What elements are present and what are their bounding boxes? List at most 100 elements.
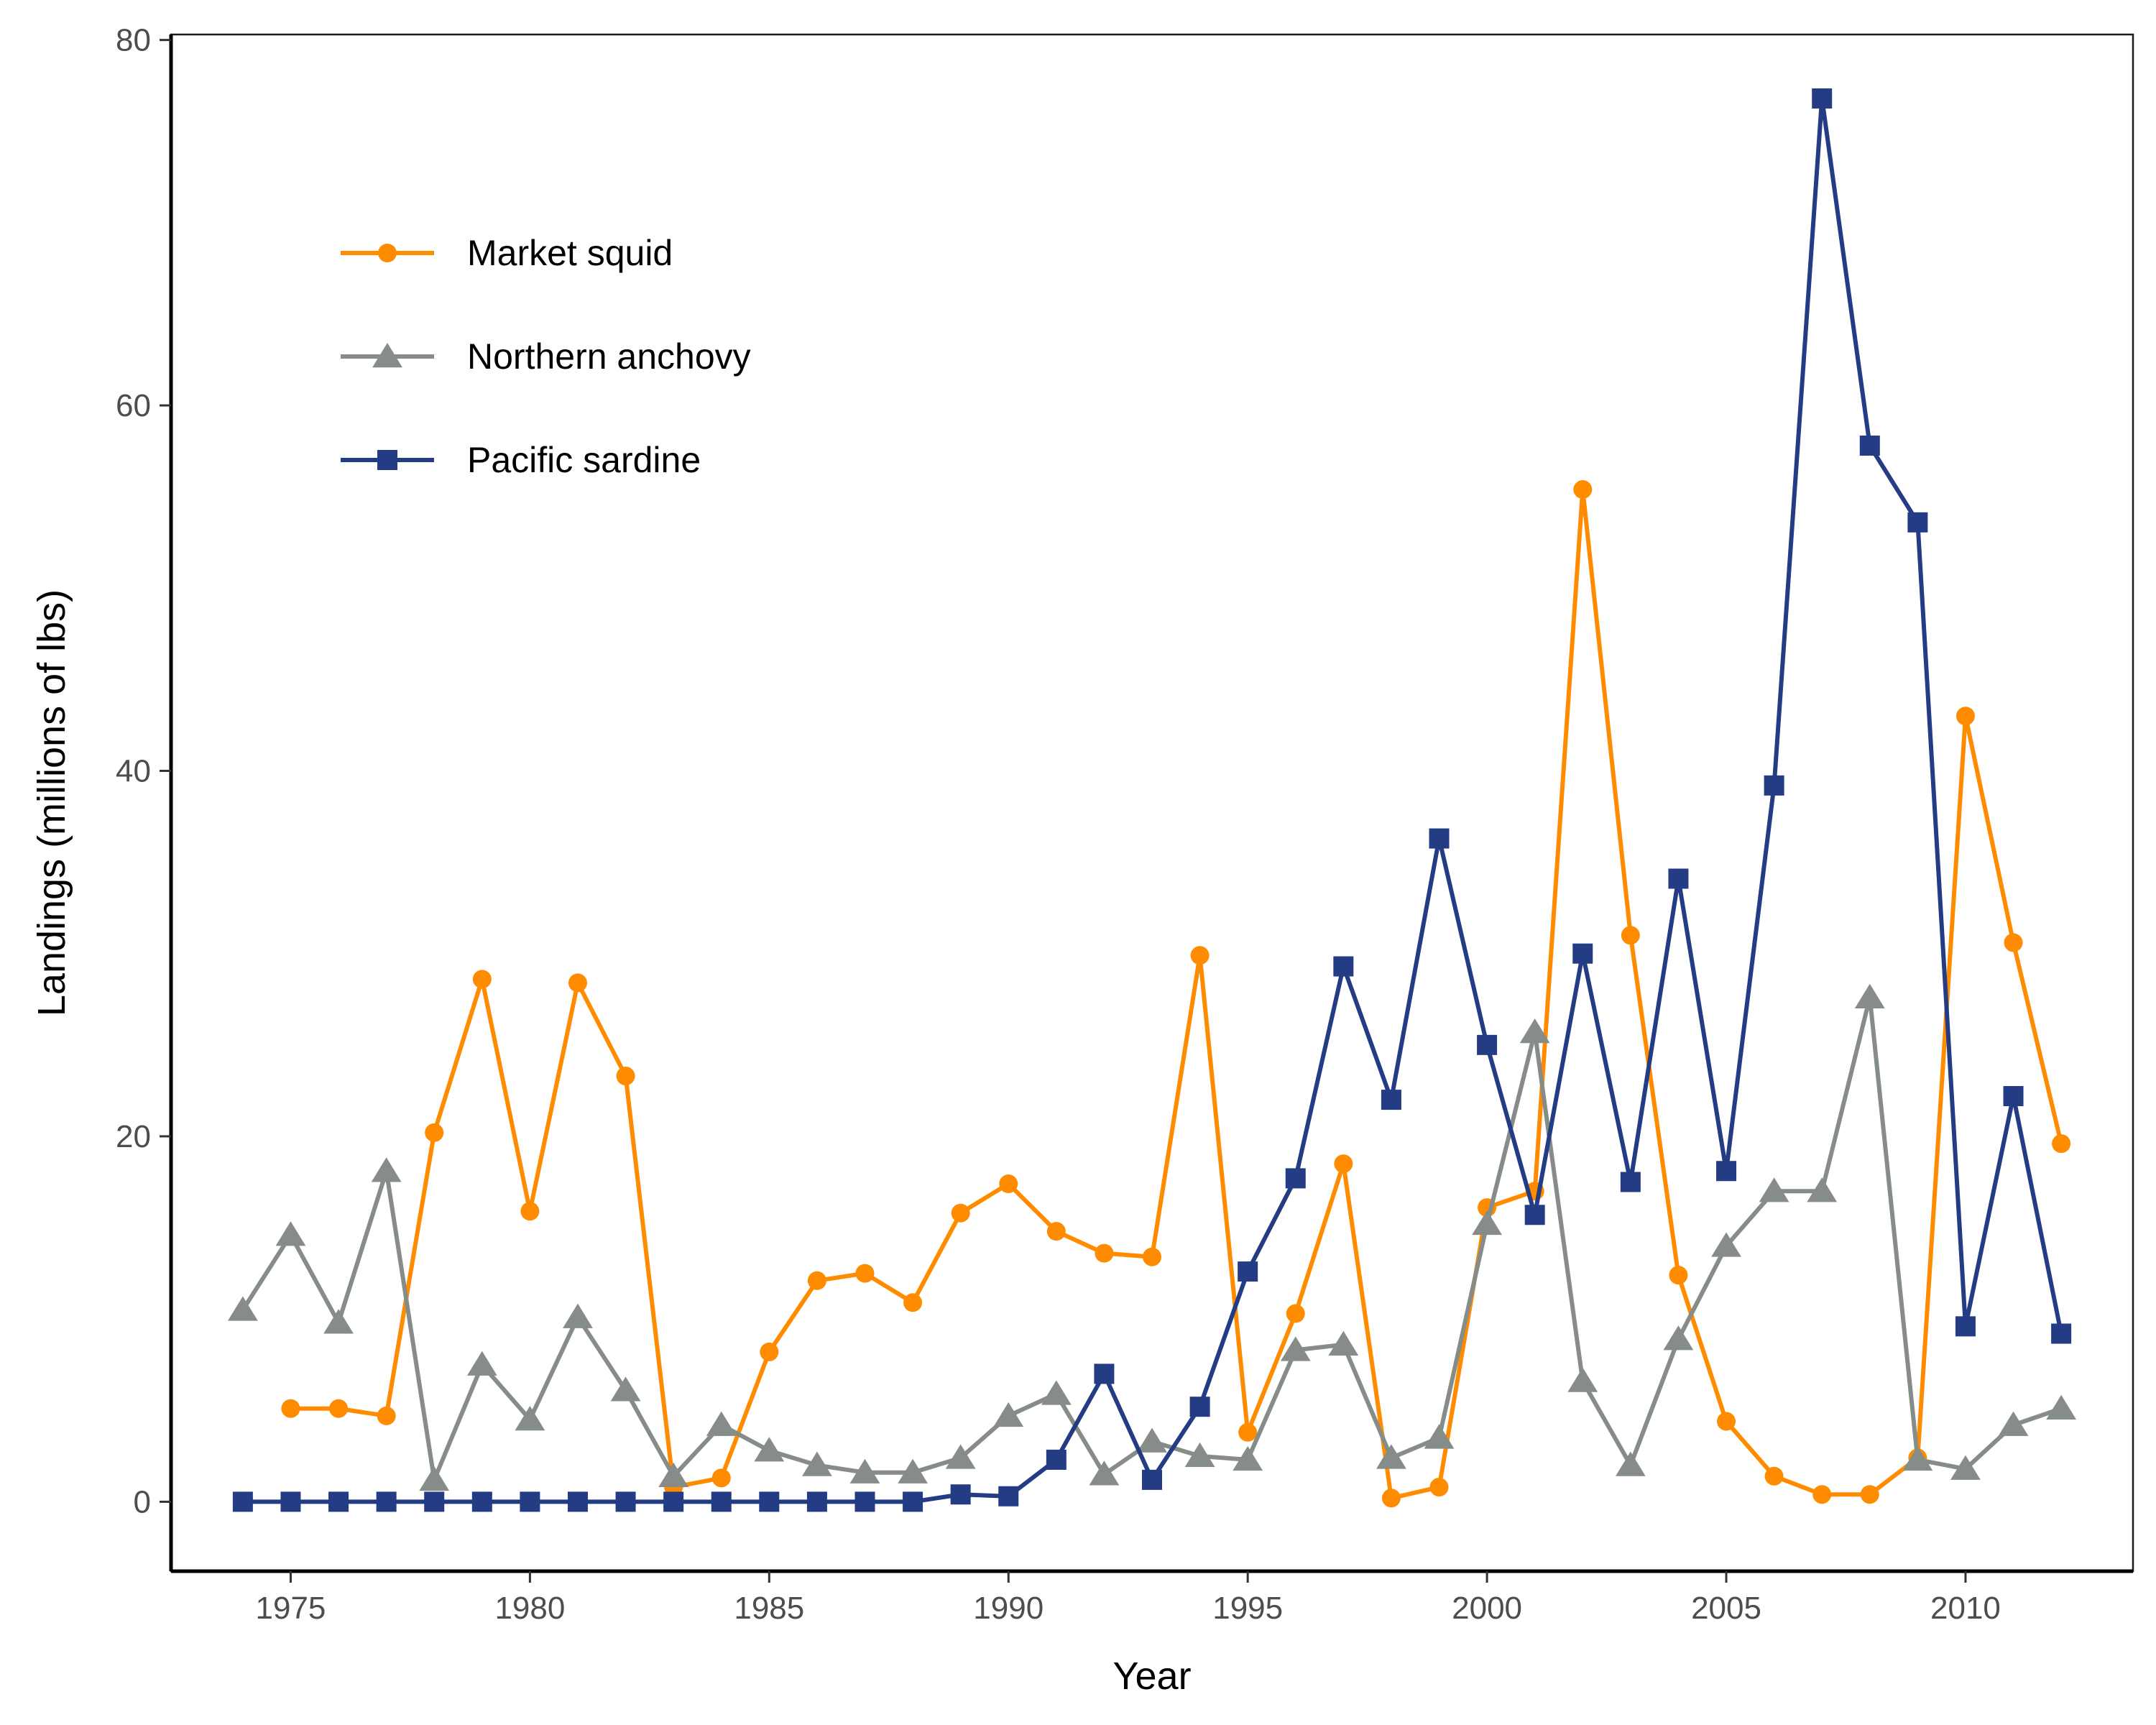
series-northern-anchovy bbox=[227, 983, 2077, 1491]
legend-label: Pacific sardine bbox=[467, 440, 701, 480]
data-point-pacific-sardine bbox=[471, 1491, 492, 1512]
data-point-market-squid bbox=[1812, 1485, 1832, 1504]
y-tick-label: 20 bbox=[116, 1119, 151, 1154]
data-point-northern-anchovy bbox=[1328, 1330, 1359, 1356]
data-point-pacific-sardine bbox=[1620, 1172, 1641, 1192]
data-point-market-squid bbox=[951, 1203, 970, 1223]
data-point-market-squid bbox=[711, 1468, 731, 1488]
data-point-pacific-sardine bbox=[759, 1491, 780, 1512]
data-point-northern-anchovy bbox=[945, 1444, 976, 1469]
legend-key-marker bbox=[378, 244, 397, 262]
data-point-northern-anchovy bbox=[1615, 1451, 1646, 1476]
data-point-pacific-sardine bbox=[806, 1491, 827, 1512]
x-tick-label: 1980 bbox=[494, 1591, 565, 1626]
data-point-northern-anchovy bbox=[849, 1458, 880, 1484]
data-point-pacific-sardine bbox=[711, 1491, 732, 1512]
data-point-market-squid bbox=[281, 1399, 300, 1418]
data-point-market-squid bbox=[472, 970, 492, 989]
data-point-northern-anchovy bbox=[1041, 1380, 1072, 1405]
data-point-market-squid bbox=[2052, 1134, 2071, 1154]
data-point-market-squid bbox=[855, 1264, 875, 1283]
data-point-pacific-sardine bbox=[1764, 775, 1784, 796]
data-point-market-squid bbox=[1764, 1466, 1784, 1486]
x-tick-label: 2000 bbox=[1452, 1591, 1522, 1626]
data-point-pacific-sardine bbox=[1333, 956, 1354, 977]
x-tick-label: 1995 bbox=[1212, 1591, 1283, 1626]
data-point-northern-anchovy bbox=[1902, 1445, 1933, 1471]
data-point-pacific-sardine bbox=[280, 1491, 301, 1512]
data-point-market-squid bbox=[1621, 926, 1640, 945]
data-point-market-squid bbox=[329, 1399, 349, 1418]
data-point-northern-anchovy bbox=[1137, 1427, 1167, 1453]
axis-layer bbox=[169, 34, 2133, 1573]
x-tick-label: 2010 bbox=[1930, 1591, 2001, 1626]
data-point-northern-anchovy bbox=[1759, 1177, 1789, 1202]
data-point-northern-anchovy bbox=[1854, 983, 1885, 1008]
data-point-northern-anchovy bbox=[1233, 1445, 1263, 1471]
data-point-market-squid bbox=[1046, 1222, 1066, 1241]
data-point-northern-anchovy bbox=[563, 1303, 593, 1328]
data-point-market-squid bbox=[1095, 1243, 1114, 1263]
legend-item-market-squid: Market squid bbox=[341, 233, 673, 273]
data-point-pacific-sardine bbox=[1859, 435, 1880, 456]
x-ticks: 1975 1980 1985 1990 1995 2000 2005 2010 bbox=[256, 1571, 2001, 1626]
data-point-market-squid bbox=[1238, 1422, 1258, 1442]
data-point-market-squid bbox=[1143, 1247, 1161, 1266]
legend: Market squid Northern anchovy Pacific sard… bbox=[341, 233, 751, 480]
legend-label: Market squid bbox=[467, 233, 673, 273]
data-point-northern-anchovy bbox=[1472, 1210, 1502, 1236]
data-point-northern-anchovy bbox=[1184, 1442, 1215, 1468]
data-point-pacific-sardine bbox=[1477, 1034, 1498, 1055]
data-point-northern-anchovy bbox=[515, 1405, 545, 1431]
y-ticks: 0 20 40 60 80 bbox=[116, 23, 171, 1519]
data-point-northern-anchovy bbox=[323, 1309, 354, 1334]
x-tick-label: 1985 bbox=[734, 1591, 804, 1626]
data-point-northern-anchovy bbox=[1519, 1018, 1550, 1044]
data-point-market-squid bbox=[520, 1202, 540, 1221]
series-market-squid bbox=[281, 480, 2071, 1508]
x-tick-label: 1975 bbox=[256, 1591, 326, 1626]
data-point-pacific-sardine bbox=[1429, 828, 1450, 849]
data-point-pacific-sardine bbox=[998, 1486, 1019, 1506]
data-point-pacific-sardine bbox=[1142, 1469, 1162, 1490]
data-point-pacific-sardine bbox=[854, 1491, 875, 1512]
data-point-northern-anchovy bbox=[1663, 1325, 1694, 1351]
series-line-market-squid bbox=[290, 487, 2064, 1501]
data-point-pacific-sardine bbox=[232, 1491, 253, 1512]
data-point-pacific-sardine bbox=[520, 1491, 540, 1512]
y-tick-label: 0 bbox=[134, 1484, 151, 1519]
data-point-pacific-sardine bbox=[950, 1484, 971, 1505]
data-point-northern-anchovy bbox=[1711, 1232, 1741, 1257]
data-point-pacific-sardine bbox=[615, 1491, 636, 1512]
data-point-pacific-sardine bbox=[1238, 1261, 1258, 1282]
data-point-northern-anchovy bbox=[1567, 1367, 1598, 1392]
legend-item-northern-anchovy: Northern anchovy bbox=[341, 336, 751, 377]
series-layer bbox=[227, 88, 2077, 1512]
data-point-pacific-sardine bbox=[567, 1491, 588, 1512]
data-point-pacific-sardine bbox=[1524, 1205, 1545, 1225]
data-point-market-squid bbox=[2004, 933, 2023, 952]
data-point-market-squid bbox=[1860, 1485, 1879, 1504]
data-point-market-squid bbox=[1429, 1478, 1449, 1497]
data-point-northern-anchovy bbox=[1089, 1460, 1120, 1486]
data-point-pacific-sardine bbox=[1046, 1449, 1067, 1470]
data-point-market-squid bbox=[425, 1123, 444, 1142]
y-tick-label: 80 bbox=[116, 23, 151, 58]
data-point-northern-anchovy bbox=[1998, 1411, 2029, 1436]
plot-panel bbox=[170, 33, 2134, 1573]
data-point-market-squid bbox=[760, 1342, 779, 1361]
data-point-pacific-sardine bbox=[1668, 868, 1689, 889]
data-point-market-squid bbox=[1190, 946, 1210, 965]
data-point-market-squid bbox=[1286, 1304, 1305, 1323]
y-axis-title: Landings (millions of lbs) bbox=[30, 589, 73, 1016]
data-point-market-squid bbox=[568, 973, 587, 993]
data-point-northern-anchovy bbox=[1376, 1444, 1406, 1469]
data-point-northern-anchovy bbox=[1280, 1336, 1311, 1361]
data-point-northern-anchovy bbox=[898, 1458, 928, 1484]
data-point-pacific-sardine bbox=[2003, 1086, 2024, 1107]
data-point-pacific-sardine bbox=[1189, 1397, 1210, 1417]
data-point-northern-anchovy bbox=[610, 1376, 641, 1402]
data-point-northern-anchovy bbox=[993, 1402, 1024, 1427]
data-point-pacific-sardine bbox=[2051, 1323, 2072, 1344]
